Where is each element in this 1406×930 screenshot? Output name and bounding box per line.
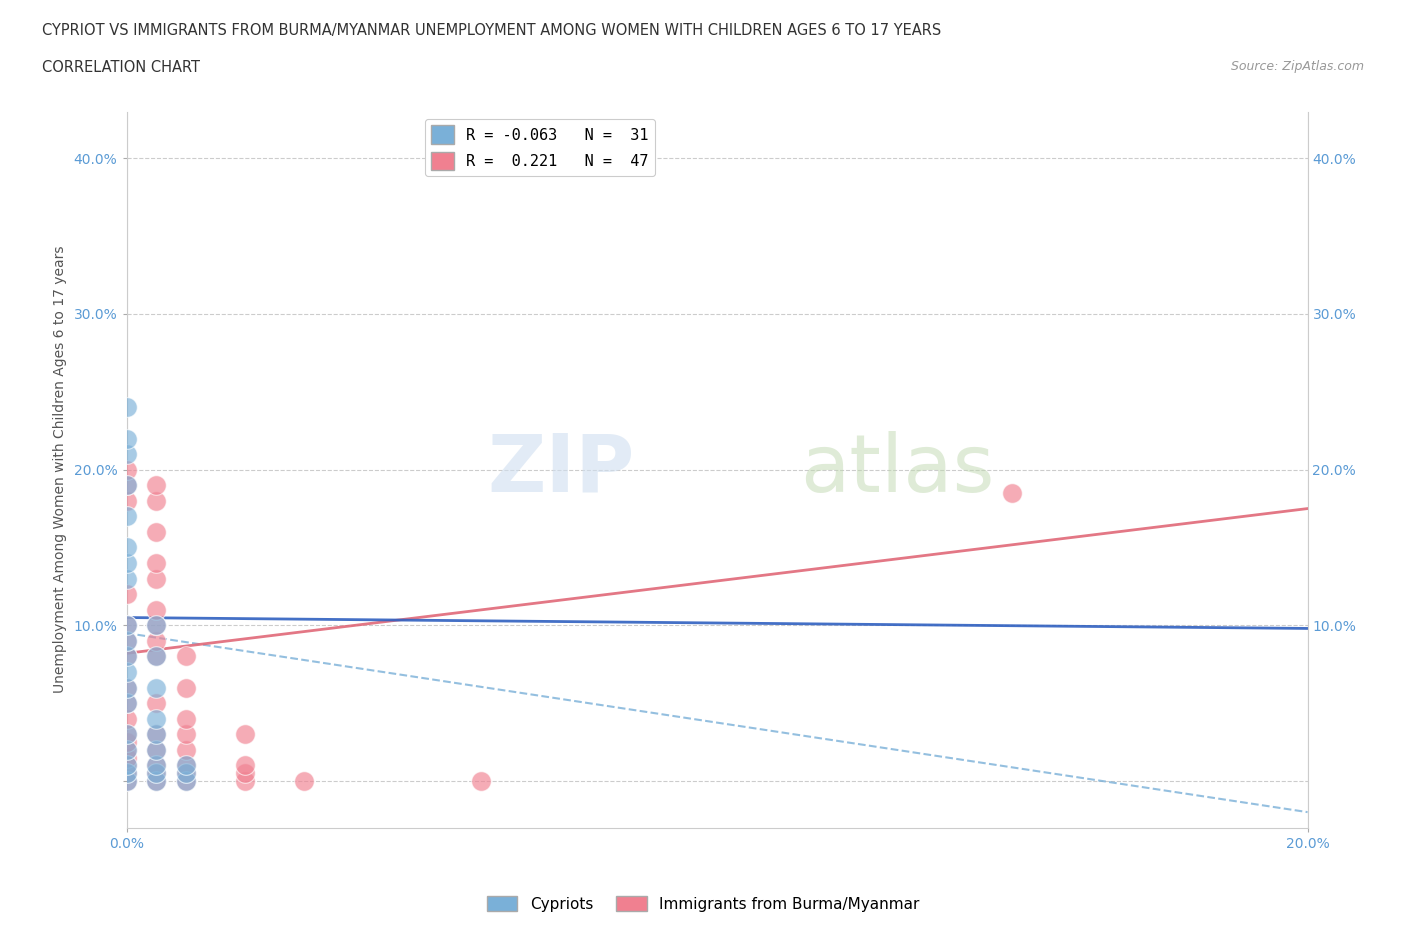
- Point: [174, 765, 197, 780]
- Point: [115, 633, 138, 648]
- Point: [115, 462, 138, 477]
- Point: [145, 618, 167, 632]
- Point: [145, 603, 167, 618]
- Point: [115, 649, 138, 664]
- Legend: Cypriots, Immigrants from Burma/Myanmar: Cypriots, Immigrants from Burma/Myanmar: [481, 889, 925, 918]
- Point: [470, 774, 492, 789]
- Point: [115, 751, 138, 765]
- Point: [145, 742, 167, 757]
- Point: [174, 680, 197, 695]
- Point: [115, 765, 138, 780]
- Text: atlas: atlas: [800, 431, 994, 509]
- Point: [115, 587, 138, 602]
- Point: [174, 758, 197, 773]
- Point: [115, 478, 138, 493]
- Point: [115, 446, 138, 461]
- Point: [115, 696, 138, 711]
- Text: CYPRIOT VS IMMIGRANTS FROM BURMA/MYANMAR UNEMPLOYMENT AMONG WOMEN WITH CHILDREN : CYPRIOT VS IMMIGRANTS FROM BURMA/MYANMAR…: [42, 23, 942, 38]
- Point: [115, 571, 138, 586]
- Point: [292, 774, 315, 789]
- Text: ZIP: ZIP: [486, 431, 634, 509]
- Point: [174, 758, 197, 773]
- Point: [174, 742, 197, 757]
- Point: [115, 680, 138, 695]
- Point: [115, 432, 138, 446]
- Point: [115, 727, 138, 742]
- Point: [145, 758, 167, 773]
- Point: [115, 696, 138, 711]
- Point: [115, 509, 138, 524]
- Text: CORRELATION CHART: CORRELATION CHART: [42, 60, 200, 75]
- Point: [145, 727, 167, 742]
- Point: [1001, 485, 1024, 500]
- Point: [115, 493, 138, 508]
- Point: [115, 758, 138, 773]
- Point: [115, 735, 138, 750]
- Point: [115, 758, 138, 773]
- Point: [115, 765, 138, 780]
- Point: [145, 571, 167, 586]
- Point: [115, 618, 138, 632]
- Point: [174, 711, 197, 726]
- Point: [145, 680, 167, 695]
- Point: [115, 665, 138, 680]
- Point: [233, 758, 256, 773]
- Point: [174, 649, 197, 664]
- Point: [174, 774, 197, 789]
- Point: [174, 774, 197, 789]
- Y-axis label: Unemployment Among Women with Children Ages 6 to 17 years: Unemployment Among Women with Children A…: [52, 246, 66, 694]
- Point: [115, 711, 138, 726]
- Point: [115, 742, 138, 757]
- Point: [115, 742, 138, 757]
- Point: [174, 727, 197, 742]
- Point: [115, 633, 138, 648]
- Legend: R = -0.063   N =  31, R =  0.221   N =  47: R = -0.063 N = 31, R = 0.221 N = 47: [425, 119, 655, 177]
- Point: [115, 774, 138, 789]
- Point: [115, 680, 138, 695]
- Point: [145, 618, 167, 632]
- Point: [233, 727, 256, 742]
- Point: [145, 742, 167, 757]
- Point: [145, 765, 167, 780]
- Point: [145, 711, 167, 726]
- Point: [174, 765, 197, 780]
- Point: [145, 478, 167, 493]
- Point: [115, 400, 138, 415]
- Point: [115, 478, 138, 493]
- Point: [233, 774, 256, 789]
- Point: [115, 618, 138, 632]
- Point: [115, 727, 138, 742]
- Point: [145, 493, 167, 508]
- Point: [145, 696, 167, 711]
- Point: [145, 774, 167, 789]
- Point: [233, 765, 256, 780]
- Point: [145, 765, 167, 780]
- Point: [145, 758, 167, 773]
- Point: [115, 649, 138, 664]
- Point: [145, 649, 167, 664]
- Point: [145, 649, 167, 664]
- Point: [145, 633, 167, 648]
- Point: [145, 727, 167, 742]
- Point: [115, 774, 138, 789]
- Point: [115, 555, 138, 570]
- Text: Source: ZipAtlas.com: Source: ZipAtlas.com: [1230, 60, 1364, 73]
- Point: [145, 525, 167, 539]
- Point: [145, 555, 167, 570]
- Point: [115, 540, 138, 555]
- Point: [145, 774, 167, 789]
